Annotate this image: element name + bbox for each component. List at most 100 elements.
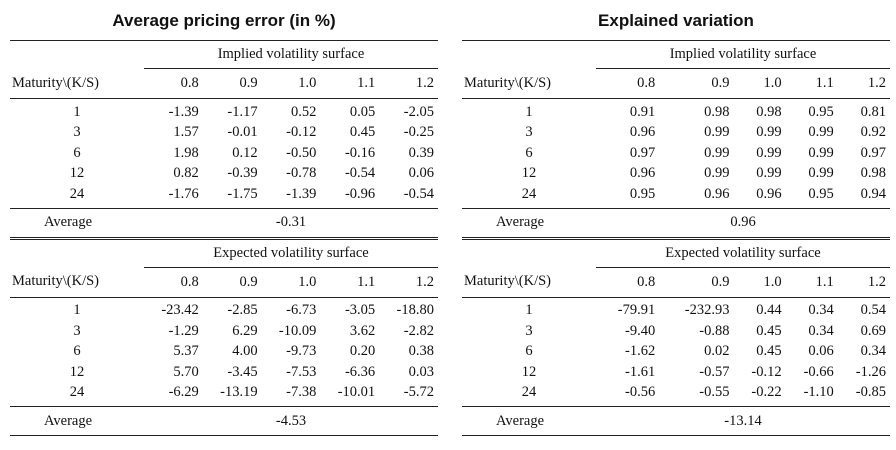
value-cell: 0.06 bbox=[408, 165, 434, 182]
value-cell: -1.17 bbox=[227, 103, 258, 120]
value-cell: 0.45 bbox=[349, 124, 376, 141]
table-row: 24 -1.76 -1.75 -1.39 -0.96 -0.54 bbox=[10, 184, 438, 208]
strike-header: 1.0 bbox=[261, 267, 321, 298]
strike-header: 0.9 bbox=[202, 68, 262, 99]
table-row: 12 0.82 -0.39 -0.78 -0.54 0.06 bbox=[10, 164, 438, 185]
value-cell: 0.44 bbox=[756, 302, 782, 319]
average-label: Average bbox=[10, 406, 144, 436]
value-cell: -0.50 bbox=[286, 144, 317, 161]
implied-surface-block: Implied volatility surface Maturity\(K/S… bbox=[462, 40, 890, 238]
value-cell: 0.81 bbox=[860, 103, 886, 120]
value-cell: -1.75 bbox=[227, 185, 258, 202]
table-row: 6 5.37 4.00 -9.73 0.20 0.38 bbox=[10, 342, 438, 363]
value-cell: -0.55 bbox=[699, 384, 730, 401]
value-cell: -0.54 bbox=[344, 165, 376, 182]
value-cell: 0.99 bbox=[808, 144, 834, 161]
panel-title: Explained variation bbox=[598, 11, 754, 30]
value-cell: 0.12 bbox=[232, 144, 258, 161]
value-cell: 0.99 bbox=[756, 165, 782, 182]
maturity-cell: 1 bbox=[73, 302, 81, 319]
value-cell: -1.39 bbox=[168, 103, 199, 120]
maturity-cell: 12 bbox=[69, 165, 85, 182]
maturity-cell: 24 bbox=[69, 185, 85, 202]
value-cell: 0.99 bbox=[808, 124, 834, 141]
value-cell: -10.09 bbox=[278, 322, 317, 339]
value-cell: 0.96 bbox=[629, 124, 656, 141]
value-cell: 0.99 bbox=[704, 144, 730, 161]
value-cell: 0.99 bbox=[808, 165, 834, 182]
value-cell: -79.91 bbox=[617, 302, 656, 319]
table-row: 24 0.95 0.96 0.96 0.95 0.94 bbox=[462, 184, 890, 208]
value-cell: -0.25 bbox=[403, 124, 434, 141]
maturity-cell: 24 bbox=[521, 384, 537, 401]
value-cell: 1.57 bbox=[173, 124, 199, 141]
value-cell: 0.99 bbox=[756, 124, 782, 141]
value-cell: -0.85 bbox=[855, 384, 886, 401]
strike-header: 0.8 bbox=[144, 68, 203, 99]
table-row: 12 -1.61 -0.57 -0.12 -0.66 -1.26 bbox=[462, 362, 890, 383]
value-cell: 0.95 bbox=[808, 103, 834, 120]
maturity-cell: 24 bbox=[69, 384, 85, 401]
table-row: 6 1.98 0.12 -0.50 -0.16 0.39 bbox=[10, 143, 438, 164]
value-cell: 0.52 bbox=[291, 103, 317, 120]
value-cell: -0.39 bbox=[227, 165, 258, 182]
value-cell: -2.85 bbox=[227, 302, 258, 319]
value-cell: -1.62 bbox=[625, 343, 656, 360]
average-row: Average 0.96 bbox=[462, 207, 890, 238]
table-row: 3 -9.40 -0.88 0.45 0.34 0.69 bbox=[462, 321, 890, 342]
strike-header: 1.0 bbox=[733, 267, 786, 298]
explained-variation-table: Implied volatility surface Maturity\(K/S… bbox=[462, 40, 890, 436]
value-cell: -0.57 bbox=[699, 363, 730, 380]
strike-header: 1.1 bbox=[320, 68, 380, 99]
value-cell: -0.22 bbox=[751, 384, 782, 401]
value-cell: -1.10 bbox=[803, 384, 834, 401]
value-cell: -1.26 bbox=[855, 363, 886, 380]
value-cell: 0.95 bbox=[808, 185, 834, 202]
average-row: Average -13.14 bbox=[462, 406, 890, 436]
value-cell: -0.56 bbox=[625, 384, 656, 401]
table-row: 1 -1.39 -1.17 0.52 0.05 -2.05 bbox=[10, 99, 438, 123]
value-cell: 0.02 bbox=[704, 343, 730, 360]
maturity-cell: 1 bbox=[525, 103, 533, 120]
value-cell: 0.91 bbox=[629, 103, 656, 120]
value-cell: -0.12 bbox=[751, 363, 782, 380]
value-cell: 0.45 bbox=[756, 343, 782, 360]
table-row: 24 -0.56 -0.55 -0.22 -1.10 -0.85 bbox=[462, 383, 890, 407]
value-cell: -2.82 bbox=[403, 322, 434, 339]
strike-header: 0.9 bbox=[659, 267, 734, 298]
value-cell: 0.97 bbox=[860, 144, 886, 161]
table-row: 3 1.57 -0.01 -0.12 0.45 -0.25 bbox=[10, 123, 438, 144]
surface-title: Implied volatility surface bbox=[596, 40, 890, 69]
maturity-header: Maturity\(K/S) bbox=[462, 68, 596, 99]
table-row: 1 -79.91 -232.93 0.44 0.34 0.54 bbox=[462, 297, 890, 321]
pricing-error-panel: Average pricing error (in %) Implied vol… bbox=[10, 0, 438, 436]
strike-header: 0.9 bbox=[202, 267, 262, 298]
value-cell: 1.98 bbox=[173, 144, 199, 161]
value-cell: 0.69 bbox=[860, 322, 886, 339]
value-cell: -9.40 bbox=[625, 322, 656, 339]
value-cell: -9.73 bbox=[286, 343, 317, 360]
value-cell: -0.12 bbox=[286, 124, 317, 141]
table-row: 1 -23.42 -2.85 -6.73 -3.05 -18.80 bbox=[10, 297, 438, 321]
value-cell: 0.98 bbox=[756, 103, 782, 120]
value-cell: -13.19 bbox=[220, 384, 258, 401]
value-cell: 3.62 bbox=[349, 322, 376, 339]
value-cell: 0.05 bbox=[349, 103, 376, 120]
value-cell: -0.01 bbox=[227, 124, 258, 141]
average-label: Average bbox=[10, 207, 144, 238]
value-cell: 5.37 bbox=[173, 343, 199, 360]
maturity-cell: 12 bbox=[521, 165, 537, 182]
expected-surface-block: Expected volatility surface Maturity\(K/… bbox=[462, 237, 890, 436]
expected-surface-block: Expected volatility surface Maturity\(K/… bbox=[10, 237, 438, 436]
value-cell: 0.97 bbox=[629, 144, 656, 161]
maturity-cell: 3 bbox=[73, 124, 81, 141]
value-cell: -10.01 bbox=[337, 384, 376, 401]
value-cell: 0.96 bbox=[704, 185, 730, 202]
value-cell: 4.00 bbox=[232, 343, 258, 360]
strike-header: 1.2 bbox=[379, 68, 438, 99]
value-cell: 0.34 bbox=[808, 302, 834, 319]
strike-header: 1.2 bbox=[837, 68, 890, 99]
average-value: -0.31 bbox=[144, 207, 438, 238]
average-label: Average bbox=[462, 207, 596, 238]
value-cell: -6.73 bbox=[286, 302, 317, 319]
